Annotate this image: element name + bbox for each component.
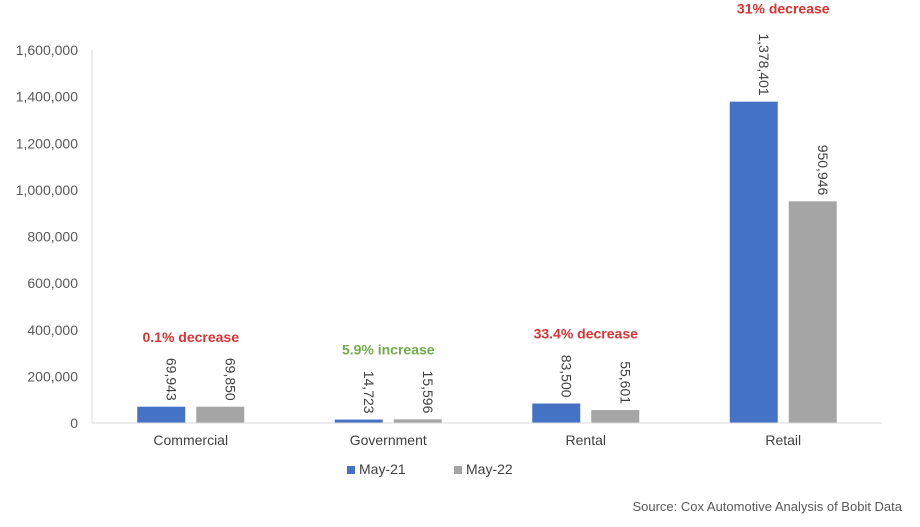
data-label: 1,378,401	[756, 33, 772, 95]
y-tick-label: 400,000	[27, 322, 78, 338]
source-note: Source: Cox Automotive Analysis of Bobit…	[632, 499, 902, 514]
y-tick-label: 1,200,000	[16, 135, 78, 151]
annotation-commercial: 0.1% decrease	[142, 329, 239, 345]
bar-may-22-government	[393, 419, 442, 423]
legend-swatch	[347, 466, 355, 474]
bar-may-21-retail	[729, 101, 778, 423]
x-tick-label: Government	[350, 432, 427, 448]
legend: May-21 May-22	[347, 461, 513, 477]
annotation-retail: 31% decrease	[737, 0, 830, 16]
y-tick-label: 800,000	[27, 229, 78, 245]
x-axis: Commercial Government Rental Retail	[92, 422, 882, 448]
y-tick-label: 1,600,000	[16, 42, 78, 58]
annotation-government: 5.9% increase	[342, 342, 435, 358]
x-tick-label: Rental	[566, 432, 606, 448]
annotation-rental: 33.4% decrease	[534, 326, 639, 342]
bar-may-22-rental	[591, 410, 640, 423]
y-tick-label: 200,000	[27, 368, 78, 384]
data-label: 83,500	[558, 355, 574, 398]
legend-label: May-22	[466, 461, 513, 477]
data-label: 69,943	[163, 358, 179, 401]
bar-may-21-rental	[532, 403, 581, 423]
bar-may-21-government	[334, 419, 383, 423]
data-label: 14,723	[361, 371, 377, 414]
y-tick-label: 1,000,000	[16, 182, 78, 198]
x-tick-label: Retail	[765, 432, 801, 448]
y-axis: 0 200,000 400,000 600,000 800,000 1,000,000 1,…	[16, 42, 93, 431]
bars: 69,943 69,850 0.1% decrease 14,723 15,596 5.9…	[137, 0, 837, 423]
legend-label: May-21	[359, 461, 406, 477]
bar-may-21-commercial	[137, 406, 186, 423]
y-tick-label: 0	[70, 415, 78, 431]
data-label: 950,946	[815, 145, 831, 196]
x-tick-label: Commercial	[153, 432, 228, 448]
data-label: 15,596	[420, 371, 436, 414]
bar-may-22-retail	[788, 201, 837, 423]
data-label: 69,850	[222, 358, 238, 401]
y-tick-label: 1,400,000	[16, 89, 78, 105]
data-label: 55,601	[617, 361, 633, 404]
bar-may-22-commercial	[196, 406, 245, 423]
legend-swatch	[454, 466, 462, 474]
y-tick-label: 600,000	[27, 275, 78, 291]
